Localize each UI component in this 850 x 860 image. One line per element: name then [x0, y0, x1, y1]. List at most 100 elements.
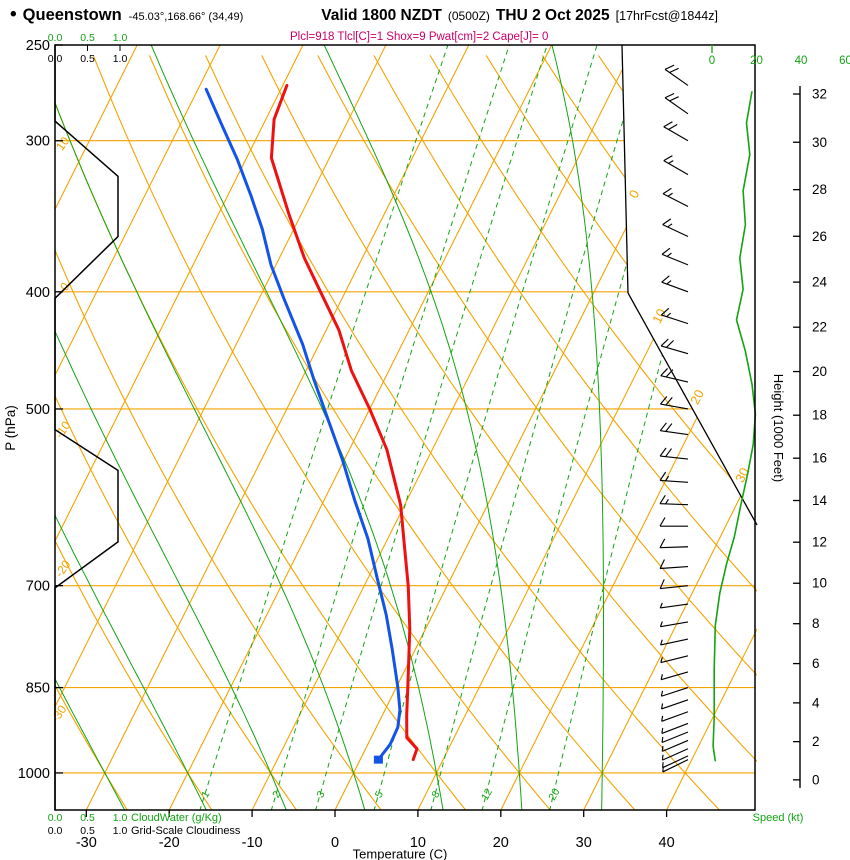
wind-barb-full-tick [661, 275, 670, 283]
speed-tick-label: 40 [795, 55, 808, 67]
wind-barb-full-tick [663, 121, 673, 128]
pressure-tick-label: 500 [26, 402, 50, 418]
height-tick-label: 24 [812, 275, 828, 290]
wind-barb-staff [661, 722, 689, 734]
mixing-ratio-label: 12 [479, 786, 495, 802]
wind-barb-half-tick [668, 160, 674, 164]
cloud-scales: 0.00.00.50.51.01.00.00.00.50.51.01.0Clou… [48, 32, 241, 837]
wind-barb-half-tick [659, 602, 663, 609]
wind-barb-full-tick [659, 422, 667, 432]
wind-barb-full-tick [669, 96, 679, 102]
dry-adiabat-line [261, 55, 757, 810]
pressure-tick-label: 300 [26, 134, 50, 150]
moist-adiabat-line [55, 45, 208, 810]
pressure-tick-label: 250 [26, 38, 50, 54]
wind-barb-full-tick [659, 447, 667, 457]
wind-barb-staff [660, 565, 689, 570]
height-tick-label: 26 [812, 229, 827, 244]
wind-barb-full-tick [664, 92, 675, 99]
temperature-tick-label: 0 [331, 835, 339, 851]
wind-barb-full-tick [659, 559, 665, 569]
wind-barb [659, 602, 689, 609]
isotherm-line [666, 45, 757, 810]
height-tick-label: 2 [812, 734, 820, 749]
pressure-tick-label: 1000 [18, 766, 50, 782]
stability-indices-line: Plcl=918 Tlcl[C]=1 Shox=9 Pwat[cm]=2 Cap… [290, 31, 549, 43]
dry-adiabat-line [92, 55, 552, 810]
wind-barb [661, 711, 689, 722]
isotherm-line [85, 45, 470, 810]
plot-border [54, 44, 756, 811]
valid-time: Valid 1800 NZDT [321, 7, 442, 24]
wind-barbs [659, 64, 689, 773]
isotherm-line [55, 45, 138, 810]
wind-barb-staff [660, 603, 689, 609]
wind-barb-half-tick [660, 674, 663, 680]
wind-barb-staff [660, 655, 689, 664]
height-tick-label: 28 [812, 182, 827, 197]
wind-barb [659, 422, 689, 436]
wind-barb-half-tick [666, 280, 672, 285]
wind-barb-full-tick [665, 448, 672, 458]
wind-barb-staff [663, 160, 689, 176]
wind-barb-staff [661, 314, 689, 325]
wind-barb-full-tick [662, 218, 672, 226]
isotherm-line [583, 45, 757, 810]
cloudiness-scale-label-top: 0.0 [48, 53, 63, 65]
height-tick-label: 0 [812, 772, 820, 787]
cloudwater-scale-label-top: 1.0 [113, 32, 128, 44]
cloudwater-scale-label-top: 0.5 [80, 32, 95, 44]
dry-adiabat-line [429, 55, 757, 810]
wind-barb-staff [660, 479, 689, 483]
dry-adiabat-line [55, 55, 129, 810]
wind-barb [659, 447, 689, 460]
wind-barb-full-tick [659, 517, 666, 527]
isotherm-line [334, 45, 718, 810]
moist-adiabat-line [323, 45, 523, 810]
wind-barb-half-tick [667, 192, 673, 197]
isotherm-line [417, 45, 757, 810]
wind-barb-full-tick [659, 579, 665, 589]
wind-barb-staff [661, 711, 689, 722]
wind-barb-staff [661, 731, 689, 744]
wind-barb-full-tick [665, 423, 673, 432]
isotherm-line [168, 45, 553, 810]
wind-barb-half-tick [660, 657, 663, 663]
height-tick-label: 22 [812, 320, 827, 335]
temperature-axis-title: Temperature (C) [353, 847, 448, 860]
wind-barb-half-tick [665, 498, 669, 505]
wind-barb-full-tick [668, 123, 678, 130]
wind-barb [664, 64, 689, 86]
temperature-axis: -30 -20 -10 0 10 20 30 40 Temperature (C) [76, 810, 675, 860]
wind-barb-full-tick [660, 307, 670, 316]
wind-barb [661, 247, 689, 266]
wind-barb-full-tick [661, 247, 671, 255]
height-axis-title: Height (1000 Feet) [771, 374, 786, 482]
wind-barb-half-tick [660, 703, 664, 710]
dry-adiabat-line [654, 55, 757, 810]
wind-barb-staff [660, 585, 689, 590]
wind-barb-half-tick [666, 312, 672, 318]
cloudiness-legend: Grid-Scale Cloudiness [131, 825, 241, 837]
wind-barb [661, 275, 689, 293]
wind-barb [660, 671, 689, 681]
wind-barb [662, 759, 689, 773]
wind-barb-staff [661, 699, 689, 710]
wind-barb-half-tick [661, 754, 664, 761]
wind-barb-full-tick [660, 368, 668, 377]
height-tick-label: 12 [812, 535, 827, 550]
pressure-tick-label: 700 [26, 579, 50, 595]
isotherm-label: 20 [687, 387, 707, 407]
cloudwater-scale-label-top: 0.0 [48, 32, 63, 44]
wind-barb-staff [664, 68, 689, 86]
wind-barb [659, 579, 689, 590]
wind-barb-half-tick [660, 639, 663, 646]
wind-barb-full-tick [664, 64, 675, 70]
height-tick-label: 30 [812, 135, 827, 150]
cloudwater-legend: CloudWater (g/Kg) [131, 812, 222, 824]
mixing-ratio-line [199, 45, 449, 810]
wind-barb-staff [660, 345, 689, 355]
dry-adiabat-line [205, 55, 721, 810]
